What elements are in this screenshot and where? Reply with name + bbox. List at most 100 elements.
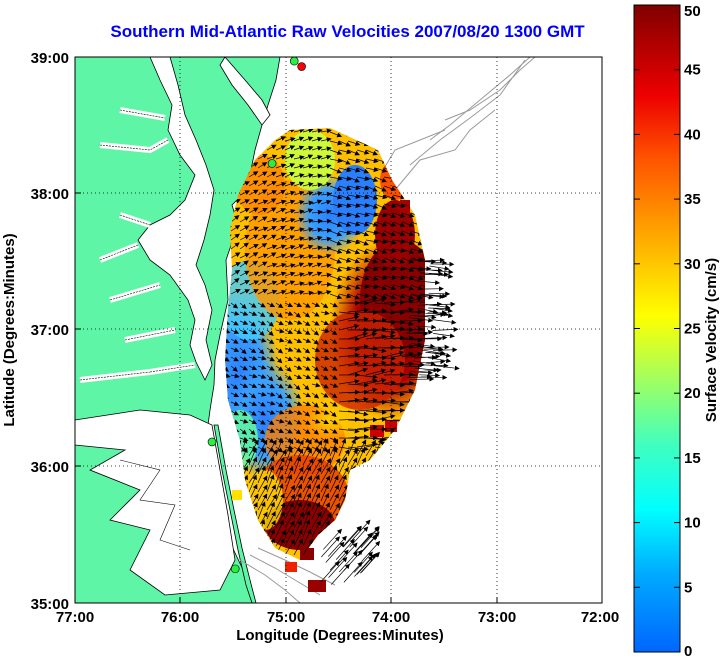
velocity-vector <box>275 374 283 382</box>
velocity-vector <box>266 383 275 389</box>
radar-site-marker <box>267 159 277 168</box>
velocity-vector <box>329 320 339 325</box>
velocity-vector <box>248 171 259 178</box>
velocity-vector <box>293 428 302 435</box>
velocity-vector <box>275 519 284 538</box>
velocity-vector <box>248 311 258 316</box>
velocity-vector <box>365 248 379 255</box>
velocity-vector <box>392 335 414 341</box>
velocity-vector <box>401 284 415 291</box>
velocity-vector <box>266 410 276 415</box>
velocity-vector <box>329 149 343 155</box>
velocity-vector <box>392 203 406 209</box>
velocity-vector <box>284 538 296 556</box>
velocity-vector <box>275 409 285 415</box>
velocity-vector <box>374 380 396 386</box>
velocity-vector <box>293 227 305 233</box>
velocity-vector <box>266 280 278 286</box>
velocity-vector <box>302 448 312 466</box>
velocity-vector <box>338 176 352 182</box>
velocity-vector <box>365 308 387 314</box>
velocity-vector <box>293 410 303 415</box>
velocity-vector <box>311 262 323 268</box>
velocity-vector <box>275 199 287 205</box>
velocity-vector <box>356 284 370 289</box>
velocity-vector <box>356 158 370 164</box>
velocity-vector <box>320 272 332 278</box>
velocity-vector <box>320 199 332 205</box>
velocity-vector <box>365 347 387 354</box>
velocity-vector <box>419 372 441 378</box>
velocity-vector <box>257 153 268 160</box>
velocity-vector <box>266 207 277 214</box>
velocity-vector <box>302 383 310 391</box>
velocity-vector <box>338 474 347 493</box>
velocity-vector <box>311 145 323 151</box>
velocity-vector <box>302 302 311 308</box>
velocity-vector <box>365 317 387 323</box>
velocity-vector <box>257 501 266 520</box>
velocity-vector <box>284 409 294 415</box>
velocity-vector <box>374 239 388 245</box>
velocity-vector <box>329 410 337 418</box>
velocity-vector <box>266 198 277 205</box>
velocity-vector <box>356 212 370 218</box>
velocity-vector <box>230 365 238 372</box>
velocity-vector <box>320 438 329 457</box>
velocity-vector <box>293 392 301 399</box>
velocity-vector <box>329 158 343 163</box>
velocity-vector <box>311 254 323 260</box>
velocity-vector <box>257 428 266 435</box>
velocity-vector <box>293 329 303 334</box>
velocity-vector <box>329 230 343 237</box>
velocity-vector <box>383 293 397 300</box>
velocity-vector <box>275 163 287 169</box>
velocity-vector <box>406 362 426 368</box>
velocity-vector <box>365 203 379 209</box>
velocity-vector <box>302 410 311 417</box>
velocity-vector <box>338 239 352 245</box>
colorbar-label: Surface Velocity (cm/s) <box>703 258 720 422</box>
velocity-vector <box>365 266 379 272</box>
velocity-vector <box>338 542 358 564</box>
velocity-vector <box>338 438 347 457</box>
velocity-vector <box>329 248 343 254</box>
velocity-vector <box>302 271 314 277</box>
velocity-vector <box>239 311 249 316</box>
velocity-vector <box>347 167 361 173</box>
velocity-vector <box>356 167 369 174</box>
velocity-vector <box>374 167 388 173</box>
velocity-vector <box>284 280 296 286</box>
velocity-vector <box>392 257 405 264</box>
radar-sites <box>207 57 306 574</box>
velocity-vector <box>429 311 449 317</box>
velocity-vector <box>257 180 268 187</box>
velocity-vector <box>410 370 434 376</box>
velocity-vector <box>347 239 361 245</box>
velocity-vector <box>248 199 259 205</box>
velocity-vector <box>266 171 277 178</box>
velocity-vector <box>338 456 348 475</box>
velocity-vector <box>311 173 323 179</box>
velocity-vector <box>311 290 323 296</box>
velocity-vector <box>365 334 387 340</box>
velocity-vector <box>419 257 425 263</box>
velocity-vector <box>230 269 241 277</box>
velocity-vector <box>266 391 276 397</box>
y-tick-label: 38:00 <box>31 186 69 203</box>
velocity-vector <box>338 167 352 173</box>
velocity-vector <box>347 176 360 183</box>
velocity-vector <box>401 337 423 343</box>
velocity-vector <box>320 338 329 345</box>
velocity-vector <box>302 154 314 160</box>
velocity-vector <box>302 338 312 343</box>
velocity-vector <box>284 163 296 169</box>
velocity-vector <box>275 289 287 295</box>
velocity-vector <box>266 289 278 295</box>
x-tick-label: 77:00 <box>56 609 94 626</box>
velocity-vector <box>329 140 343 146</box>
velocity-vector <box>419 308 425 313</box>
velocity-vector <box>338 275 352 281</box>
velocity-vector <box>284 329 294 334</box>
velocity-vector <box>423 260 448 266</box>
